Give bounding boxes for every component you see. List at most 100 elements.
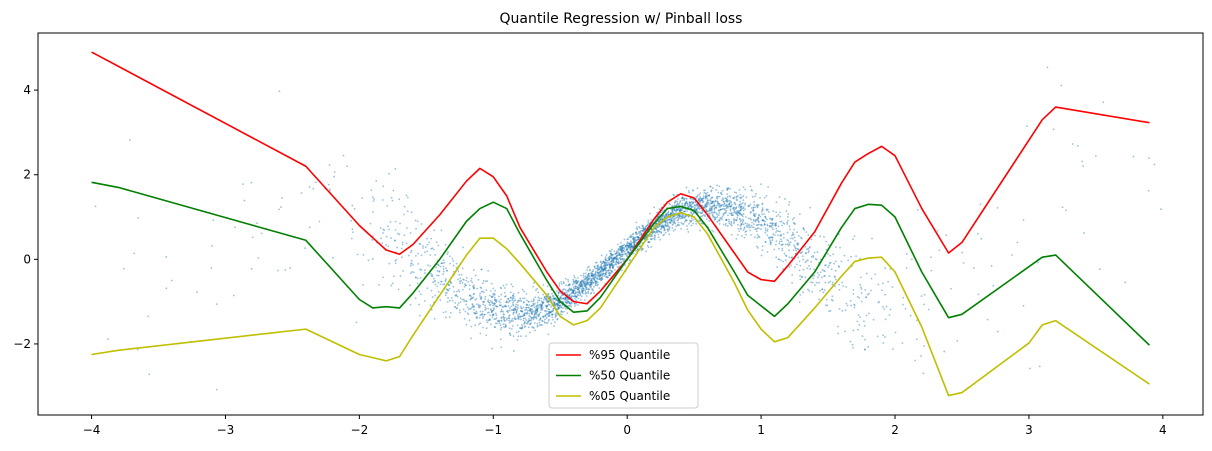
- scatter-point: [464, 310, 467, 313]
- scatter-point: [804, 252, 807, 255]
- scatter-point: [690, 219, 693, 222]
- scatter-point: [759, 196, 761, 199]
- scatter-point: [574, 287, 576, 290]
- scatter-point: [683, 220, 686, 223]
- scatter-point: [389, 220, 392, 223]
- scatter-point: [608, 259, 611, 262]
- scatter-point: [586, 266, 589, 269]
- scatter-point: [575, 281, 578, 284]
- scatter-point: [545, 321, 548, 324]
- scatter-point: [514, 305, 517, 308]
- scatter-point: [796, 242, 798, 245]
- scatter-point: [556, 318, 559, 321]
- scatter-point: [399, 222, 401, 225]
- scatter-point: [574, 292, 577, 295]
- scatter-point: [519, 297, 522, 300]
- scatter-point: [790, 256, 793, 259]
- scatter-point: [595, 267, 598, 270]
- scatter-point: [695, 204, 698, 207]
- scatter-point: [737, 210, 740, 212]
- scatter-point: [698, 198, 700, 201]
- scatter-point: [463, 317, 466, 320]
- scatter-point: [574, 285, 577, 288]
- scatter-point: [577, 294, 580, 296]
- scatter-point: [809, 268, 812, 270]
- scatter-point: [794, 223, 797, 226]
- scatter-point: [551, 316, 554, 319]
- scatter-point: [492, 309, 494, 312]
- scatter-point: [632, 246, 635, 249]
- scatter-point: [665, 225, 668, 228]
- scatter-point: [595, 274, 598, 277]
- scatter-point: [865, 296, 867, 299]
- scatter-point: [467, 280, 470, 283]
- scatter-point: [584, 272, 587, 275]
- scatter-point: [587, 279, 589, 281]
- scatter-point: [661, 215, 664, 218]
- scatter-point: [722, 207, 725, 210]
- scatter-point: [796, 231, 799, 234]
- scatter-point: [710, 190, 713, 193]
- scatter-point: [581, 289, 584, 292]
- scatter-point: [512, 311, 515, 314]
- scatter-point: [517, 314, 519, 317]
- scatter-point: [710, 211, 713, 214]
- scatter-point: [785, 210, 788, 213]
- scatter-point: [602, 260, 605, 263]
- scatter-point: [530, 305, 533, 308]
- scatter-point: [436, 285, 439, 288]
- scatter-point: [664, 220, 666, 223]
- scatter-point: [475, 312, 477, 315]
- scatter-point: [493, 296, 496, 299]
- scatter-point: [801, 275, 803, 278]
- scatter-point: [622, 244, 624, 247]
- scatter-point: [522, 319, 525, 322]
- scatter-point: [280, 206, 282, 209]
- scatter-point: [621, 246, 624, 249]
- scatter-point: [566, 299, 569, 301]
- scatter-point: [542, 301, 545, 304]
- scatter-point: [381, 199, 384, 201]
- scatter-point: [581, 280, 584, 283]
- scatter-point: [591, 288, 594, 291]
- scatter-point: [838, 289, 841, 291]
- x-axis: −4 −3 −2 −1 0 1 2 3 4: [83, 415, 1167, 437]
- scatter-point: [308, 185, 311, 188]
- scatter-point: [666, 223, 669, 226]
- scatter-point: [165, 256, 168, 258]
- scatter-point: [557, 291, 560, 294]
- scatter-point: [547, 300, 549, 302]
- scatter-point: [641, 229, 644, 232]
- scatter-point: [806, 267, 809, 270]
- scatter-point: [406, 210, 409, 213]
- scatter-point: [136, 348, 139, 351]
- scatter-point: [680, 197, 683, 200]
- scatter-point: [494, 293, 496, 296]
- scatter-point: [806, 259, 809, 262]
- scatter-point: [549, 296, 552, 298]
- scatter-point: [550, 322, 553, 325]
- scatter-point: [699, 200, 702, 202]
- scatter-point: [667, 214, 670, 216]
- scatter-point: [643, 237, 646, 240]
- scatter-point: [465, 323, 468, 326]
- scatter-point: [735, 198, 738, 201]
- scatter-point: [710, 189, 713, 192]
- scatter-point: [424, 251, 426, 254]
- scatter-point: [495, 300, 498, 303]
- scatter-point: [525, 299, 528, 302]
- scatter-point: [439, 265, 442, 268]
- scatter-point: [545, 310, 548, 313]
- scatter-point: [837, 332, 840, 335]
- scatter-point: [682, 216, 685, 219]
- scatter-point: [637, 238, 640, 241]
- scatter-point: [605, 264, 607, 267]
- scatter-point: [905, 267, 908, 269]
- scatter-point: [596, 264, 599, 267]
- scatter-point: [663, 224, 666, 227]
- scatter-point: [771, 224, 774, 226]
- scatter-point: [838, 307, 841, 310]
- scatter-point: [660, 226, 663, 228]
- scatter-point: [923, 293, 926, 296]
- scatter-point: [608, 258, 611, 260]
